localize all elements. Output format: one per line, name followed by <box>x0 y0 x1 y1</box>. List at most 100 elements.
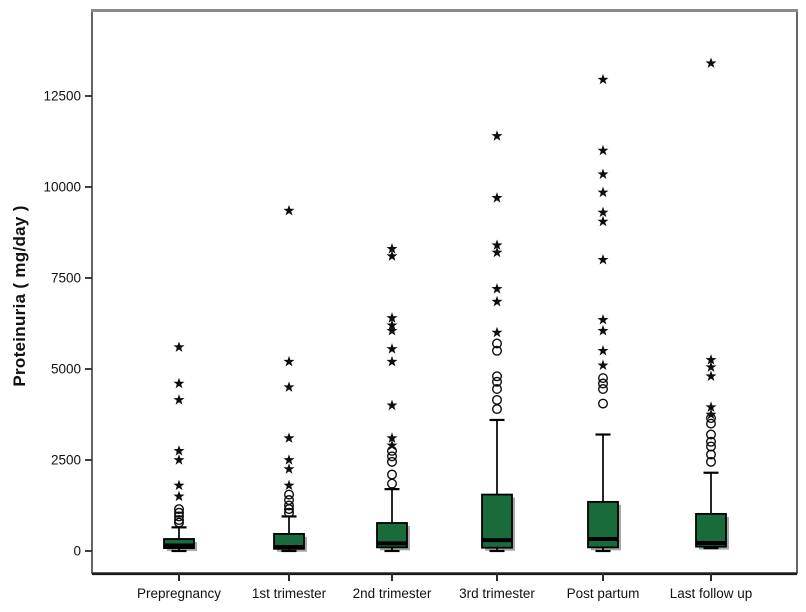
outlier-circle <box>492 384 503 395</box>
extreme-star <box>597 215 609 227</box>
extreme-star <box>386 432 398 443</box>
box-group <box>163 341 197 553</box>
extreme-star <box>597 206 609 218</box>
box-group <box>587 73 621 553</box>
extreme-star <box>597 144 609 156</box>
extreme-star <box>597 186 609 198</box>
extreme-star <box>283 432 295 443</box>
y-tick-label: 12500 <box>43 89 81 104</box>
outlier-circle <box>387 451 398 462</box>
x-tick-label: 1st trimester <box>252 586 327 601</box>
outlier-circle <box>492 394 503 405</box>
x-tick-label: Post partum <box>567 586 640 601</box>
box-group <box>273 204 307 553</box>
outlier-circle <box>173 504 184 515</box>
outlier-circle <box>387 469 398 480</box>
extreme-star <box>173 479 185 491</box>
extreme-star <box>386 319 398 331</box>
plot-area <box>91 9 798 574</box>
y-tick-label: 7500 <box>51 271 81 286</box>
extreme-star <box>173 445 185 456</box>
extreme-star <box>283 479 295 491</box>
extreme-star <box>705 361 717 372</box>
extreme-star <box>386 312 398 323</box>
outlier-circle <box>284 489 295 500</box>
extreme-star <box>705 57 717 68</box>
x-tick-label: Prepregnancy <box>137 586 221 601</box>
box-group <box>695 57 729 550</box>
box-series <box>163 57 729 553</box>
extreme-star <box>386 250 398 261</box>
outlier-circle <box>173 511 184 522</box>
x-tick-label: 2nd trimester <box>353 586 432 601</box>
outlier-circle <box>492 345 503 356</box>
outlier-circle <box>706 436 717 447</box>
extreme-star <box>491 246 503 258</box>
extreme-star <box>386 343 398 354</box>
outlier-circle <box>706 429 717 440</box>
x-tick-label: Last follow up <box>670 586 753 601</box>
extreme-star <box>491 192 503 203</box>
extreme-star <box>386 355 398 367</box>
outlier-circle <box>706 418 717 429</box>
y-tick-label: 0 <box>73 544 81 559</box>
outlier-circle <box>492 376 503 387</box>
extreme-star <box>597 254 609 265</box>
x-tick-label: 3rd trimester <box>459 586 535 601</box>
extreme-star <box>597 314 609 325</box>
extreme-star <box>597 73 609 85</box>
extreme-star <box>283 355 295 367</box>
outlier-circle <box>284 507 295 518</box>
extreme-star <box>283 381 295 392</box>
extreme-star <box>173 377 185 389</box>
extreme-star <box>705 408 717 420</box>
extreme-star <box>705 370 717 381</box>
y-tick-label: 5000 <box>51 362 81 377</box>
outlier-circle <box>492 338 503 349</box>
extreme-star <box>283 463 295 474</box>
outlier-circle <box>706 441 717 452</box>
extreme-star <box>283 204 295 216</box>
axes: 0 2500 5000 7500 10000 12500 Prepregnancy 1st t… <box>43 89 752 602</box>
extreme-star <box>491 326 503 338</box>
extreme-star <box>283 454 295 465</box>
outlier-circle <box>598 373 609 384</box>
extreme-star <box>386 243 398 254</box>
outlier-circle <box>387 456 398 467</box>
extreme-star <box>386 439 398 451</box>
outlier-circle <box>598 384 609 395</box>
extreme-star <box>597 324 609 336</box>
y-axis-title: Proteinuria ( mg/day ) <box>10 205 29 386</box>
outlier-circle <box>173 515 184 526</box>
outlier-circle <box>284 500 295 511</box>
box-group <box>481 130 515 553</box>
box <box>163 538 195 549</box>
extreme-star <box>173 454 185 465</box>
outlier-circle <box>598 398 609 409</box>
y-tick-label: 2500 <box>51 453 81 468</box>
extreme-star <box>491 283 503 294</box>
extreme-star <box>386 324 398 336</box>
extreme-star <box>705 401 717 412</box>
extreme-star <box>597 359 609 371</box>
y-tick-label: 10000 <box>43 180 81 195</box>
extreme-star <box>173 490 185 502</box>
plot-frame <box>91 9 798 576</box>
extreme-star <box>491 130 503 141</box>
outlier-circle <box>706 456 717 467</box>
extreme-star <box>597 168 609 179</box>
outlier-circle <box>173 507 184 518</box>
extreme-star <box>173 394 185 405</box>
extreme-star <box>597 345 609 356</box>
outlier-circle <box>492 371 503 382</box>
extreme-star <box>491 239 503 250</box>
extreme-star <box>386 399 398 411</box>
extreme-star <box>705 354 717 365</box>
extreme-star <box>491 295 503 307</box>
outlier-circle <box>598 378 609 389</box>
box-group <box>376 243 410 553</box>
extreme-star <box>173 341 185 352</box>
outlier-circle <box>284 495 295 506</box>
